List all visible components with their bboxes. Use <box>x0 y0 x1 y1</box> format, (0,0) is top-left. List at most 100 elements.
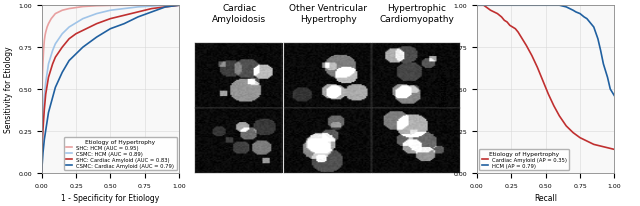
Line: HCM (AP = 0.79): HCM (AP = 0.79) <box>477 6 614 96</box>
SHC: HCM (AUC = 0.95): (0.04, 0.87): HCM (AUC = 0.95): (0.04, 0.87) <box>44 27 51 29</box>
Cardiac Amyloid (AP = 0.35) <box>480 5 488 7</box>
CSMC: HCM (AUC = 0.89): (0.9, 1): HCM (AUC = 0.89): (0.9, 1) <box>162 5 170 7</box>
CSMC: HCM (AUC = 0.89): (0.15, 0.83): HCM (AUC = 0.89): (0.15, 0.83) <box>58 33 66 36</box>
HCM (AP = 0.79) <box>480 5 488 7</box>
HCM (AP = 0.79) <box>586 22 593 24</box>
SHC: Cardiac Amyloid (AUC = 0.83): (0.3, 0.85): Cardiac Amyloid (AUC = 0.83): (0.3, 0.85… <box>79 30 87 33</box>
Cardiac Amyloid (AP = 0.35) <box>528 55 536 57</box>
CSMC: Cardiac Amyloid (AUC = 0.79): (0, 0): Cardiac Amyloid (AUC = 0.79): (0, 0) <box>38 172 45 174</box>
Y-axis label: Sensitivity for Etiology: Sensitivity for Etiology <box>4 47 13 133</box>
SHC: Cardiac Amyloid (AUC = 0.83): (0.5, 0.92): Cardiac Amyloid (AUC = 0.83): (0.5, 0.92… <box>106 18 115 21</box>
HCM (AP = 0.79) <box>596 50 604 53</box>
Cardiac Amyloid (AP = 0.35) <box>506 25 514 27</box>
SHC: HCM (AUC = 0.95): (0.003, 0.45): HCM (AUC = 0.95): (0.003, 0.45) <box>38 97 46 99</box>
SHC: HCM (AUC = 0.95): (0.015, 0.74): HCM (AUC = 0.95): (0.015, 0.74) <box>40 48 47 51</box>
SHC: Cardiac Amyloid (AUC = 0.83): (0.2, 0.8): Cardiac Amyloid (AUC = 0.83): (0.2, 0.8) <box>65 38 73 41</box>
Cardiac Amyloid (AP = 0.35) <box>511 28 519 31</box>
SHC: Cardiac Amyloid (AUC = 0.83): (0.6, 0.94): Cardiac Amyloid (AUC = 0.83): (0.6, 0.94… <box>120 15 128 18</box>
CSMC: HCM (AUC = 0.89): (0.05, 0.65): HCM (AUC = 0.89): (0.05, 0.65) <box>45 63 52 66</box>
HCM (AP = 0.79) <box>580 17 588 19</box>
SHC: HCM (AUC = 0.95): (0.02, 0.79): HCM (AUC = 0.95): (0.02, 0.79) <box>40 40 48 42</box>
CSMC: HCM (AUC = 0.89): (0.7, 0.99): HCM (AUC = 0.89): (0.7, 0.99) <box>134 7 142 9</box>
HCM (AP = 0.79) <box>590 27 598 29</box>
SHC: HCM (AUC = 0.95): (0.07, 0.92): HCM (AUC = 0.95): (0.07, 0.92) <box>47 18 55 21</box>
CSMC: Cardiac Amyloid (AUC = 0.79): (0.7, 0.93): Cardiac Amyloid (AUC = 0.79): (0.7, 0.93… <box>134 17 142 19</box>
CSMC: HCM (AUC = 0.89): (0.1, 0.77): HCM (AUC = 0.89): (0.1, 0.77) <box>52 43 60 46</box>
Cardiac Amyloid (AP = 0.35) <box>493 13 501 16</box>
SHC: Cardiac Amyloid (AUC = 0.83): (0.08, 0.65): Cardiac Amyloid (AUC = 0.83): (0.08, 0.6… <box>49 63 56 66</box>
SHC: Cardiac Amyloid (AUC = 0.83): (0, 0): Cardiac Amyloid (AUC = 0.83): (0, 0) <box>38 172 45 174</box>
HCM (AP = 0.79) <box>556 5 563 7</box>
SHC: HCM (AUC = 0.95): (0.025, 0.82): HCM (AUC = 0.95): (0.025, 0.82) <box>41 35 49 37</box>
CSMC: HCM (AUC = 0.89): (0.4, 0.95): HCM (AUC = 0.89): (0.4, 0.95) <box>93 13 100 16</box>
HCM (AP = 0.79) <box>611 95 618 97</box>
CSMC: Cardiac Amyloid (AUC = 0.79): (0.4, 0.81): Cardiac Amyloid (AUC = 0.79): (0.4, 0.81… <box>93 37 100 39</box>
SHC: HCM (AUC = 0.95): (0.6, 1): HCM (AUC = 0.95): (0.6, 1) <box>120 5 128 7</box>
Y-axis label: Precision: Precision <box>439 73 448 107</box>
SHC: Cardiac Amyloid (AUC = 0.83): (0.9, 0.99): Cardiac Amyloid (AUC = 0.83): (0.9, 0.99… <box>162 7 170 9</box>
HCM (AP = 0.79) <box>528 5 536 7</box>
SHC: HCM (AUC = 0.95): (0.15, 0.97): HCM (AUC = 0.95): (0.15, 0.97) <box>58 10 66 12</box>
Text: Cardiac
Amyloidosis: Cardiac Amyloidosis <box>212 4 266 24</box>
HCM (AP = 0.79) <box>500 5 508 7</box>
Cardiac Amyloid (AP = 0.35) <box>611 149 618 151</box>
HCM (AP = 0.79) <box>473 5 481 7</box>
CSMC: Cardiac Amyloid (AUC = 0.79): (0.8, 0.96): Cardiac Amyloid (AUC = 0.79): (0.8, 0.96… <box>148 12 156 14</box>
SHC: HCM (AUC = 0.95): (0.01, 0.66): HCM (AUC = 0.95): (0.01, 0.66) <box>39 62 47 64</box>
Cardiac Amyloid (AP = 0.35) <box>563 125 570 128</box>
SHC: Cardiac Amyloid (AUC = 0.83): (0.15, 0.75): Cardiac Amyloid (AUC = 0.83): (0.15, 0.7… <box>58 47 66 49</box>
X-axis label: Recall: Recall <box>534 193 557 202</box>
X-axis label: 1 - Specificity for Etiology: 1 - Specificity for Etiology <box>61 193 159 202</box>
Cardiac Amyloid (AP = 0.35) <box>583 140 591 143</box>
SHC: Cardiac Amyloid (AUC = 0.83): (0.7, 0.96): Cardiac Amyloid (AUC = 0.83): (0.7, 0.96… <box>134 12 142 14</box>
Cardiac Amyloid (AP = 0.35) <box>545 93 552 96</box>
Legend: Cardiac Amyloid (AP = 0.35), HCM (AP = 0.79): Cardiac Amyloid (AP = 0.35), HCM (AP = 0… <box>479 149 569 170</box>
CSMC: Cardiac Amyloid (AUC = 0.79): (0.2, 0.67): Cardiac Amyloid (AUC = 0.79): (0.2, 0.67… <box>65 60 73 62</box>
CSMC: HCM (AUC = 0.89): (0.005, 0.22): HCM (AUC = 0.89): (0.005, 0.22) <box>38 135 46 138</box>
CSMC: HCM (AUC = 0.89): (0.02, 0.46): HCM (AUC = 0.89): (0.02, 0.46) <box>40 95 48 97</box>
CSMC: HCM (AUC = 0.89): (0.01, 0.32): HCM (AUC = 0.89): (0.01, 0.32) <box>39 118 47 121</box>
Line: CSMC: HCM (AUC = 0.89): CSMC: HCM (AUC = 0.89) <box>42 6 179 173</box>
SHC: Cardiac Amyloid (AUC = 0.83): (0.05, 0.57): Cardiac Amyloid (AUC = 0.83): (0.05, 0.5… <box>45 77 52 79</box>
Cardiac Amyloid (AP = 0.35) <box>498 17 506 19</box>
Cardiac Amyloid (AP = 0.35) <box>550 105 557 108</box>
Cardiac Amyloid (AP = 0.35) <box>518 38 526 41</box>
SHC: HCM (AUC = 0.95): (0.5, 0.999): HCM (AUC = 0.95): (0.5, 0.999) <box>106 5 115 8</box>
Cardiac Amyloid (AP = 0.35) <box>500 20 508 22</box>
SHC: HCM (AUC = 0.95): (0.006, 0.58): HCM (AUC = 0.95): (0.006, 0.58) <box>38 75 46 77</box>
CSMC: Cardiac Amyloid (AUC = 0.79): (0.5, 0.86): Cardiac Amyloid (AUC = 0.79): (0.5, 0.86… <box>106 28 115 31</box>
CSMC: Cardiac Amyloid (AUC = 0.79): (0.1, 0.51): Cardiac Amyloid (AUC = 0.79): (0.1, 0.51… <box>52 87 60 89</box>
SHC: HCM (AUC = 0.95): (1, 1): HCM (AUC = 0.95): (1, 1) <box>175 5 183 7</box>
Text: Other Ventricular
Hypertrophy: Other Ventricular Hypertrophy <box>289 4 367 24</box>
Cardiac Amyloid (AP = 0.35) <box>556 115 563 118</box>
HCM (AP = 0.79) <box>583 18 591 21</box>
SHC: Cardiac Amyloid (AUC = 0.83): (1, 1): Cardiac Amyloid (AUC = 0.83): (1, 1) <box>175 5 183 7</box>
Cardiac Amyloid (AP = 0.35) <box>596 145 604 147</box>
SHC: Cardiac Amyloid (AUC = 0.83): (0.4, 0.89): Cardiac Amyloid (AUC = 0.83): (0.4, 0.89… <box>93 23 100 26</box>
CSMC: HCM (AUC = 0.89): (0.6, 0.98): HCM (AUC = 0.89): (0.6, 0.98) <box>120 8 128 11</box>
CSMC: HCM (AUC = 0.89): (0.2, 0.87): HCM (AUC = 0.89): (0.2, 0.87) <box>65 27 73 29</box>
Line: CSMC: Cardiac Amyloid (AUC = 0.79): CSMC: Cardiac Amyloid (AUC = 0.79) <box>42 6 179 173</box>
Line: SHC: Cardiac Amyloid (AUC = 0.83): SHC: Cardiac Amyloid (AUC = 0.83) <box>42 6 179 173</box>
HCM (AP = 0.79) <box>572 12 580 14</box>
Legend: SHC: HCM (AUC = 0.95), CSMC: HCM (AUC = 0.89), SHC: Cardiac Amyloid (AUC = 0.83): SHC: HCM (AUC = 0.95), CSMC: HCM (AUC = … <box>64 137 177 170</box>
CSMC: Cardiac Amyloid (AUC = 0.79): (0.05, 0.36): Cardiac Amyloid (AUC = 0.79): (0.05, 0.3… <box>45 112 52 114</box>
HCM (AP = 0.79) <box>541 5 549 7</box>
HCM (AP = 0.79) <box>515 5 522 7</box>
CSMC: Cardiac Amyloid (AUC = 0.79): (0.9, 0.99): Cardiac Amyloid (AUC = 0.79): (0.9, 0.99… <box>162 7 170 9</box>
SHC: HCM (AUC = 0.95): (0.2, 0.98): HCM (AUC = 0.95): (0.2, 0.98) <box>65 8 73 11</box>
Line: Cardiac Amyloid (AP = 0.35): Cardiac Amyloid (AP = 0.35) <box>477 6 614 150</box>
HCM (AP = 0.79) <box>563 7 570 9</box>
SHC: HCM (AUC = 0.95): (0.9, 1): HCM (AUC = 0.95): (0.9, 1) <box>162 5 170 7</box>
Cardiac Amyloid (AP = 0.35) <box>473 5 481 7</box>
CSMC: HCM (AUC = 0.89): (0.3, 0.92): HCM (AUC = 0.89): (0.3, 0.92) <box>79 18 87 21</box>
Cardiac Amyloid (AP = 0.35) <box>576 137 584 139</box>
CSMC: Cardiac Amyloid (AUC = 0.79): (1, 1): Cardiac Amyloid (AUC = 0.79): (1, 1) <box>175 5 183 7</box>
SHC: Cardiac Amyloid (AUC = 0.83): (0.01, 0.26): Cardiac Amyloid (AUC = 0.83): (0.01, 0.2… <box>39 128 47 131</box>
SHC: Cardiac Amyloid (AUC = 0.83): (0.005, 0.18): Cardiac Amyloid (AUC = 0.83): (0.005, 0.… <box>38 142 46 144</box>
CSMC: Cardiac Amyloid (AUC = 0.79): (0.15, 0.6): Cardiac Amyloid (AUC = 0.79): (0.15, 0.6… <box>58 72 66 74</box>
Cardiac Amyloid (AP = 0.35) <box>604 147 611 149</box>
CSMC: HCM (AUC = 0.89): (0.08, 0.73): HCM (AUC = 0.89): (0.08, 0.73) <box>49 50 56 53</box>
SHC: HCM (AUC = 0.95): (0.03, 0.84): HCM (AUC = 0.95): (0.03, 0.84) <box>42 32 49 34</box>
HCM (AP = 0.79) <box>600 63 607 66</box>
